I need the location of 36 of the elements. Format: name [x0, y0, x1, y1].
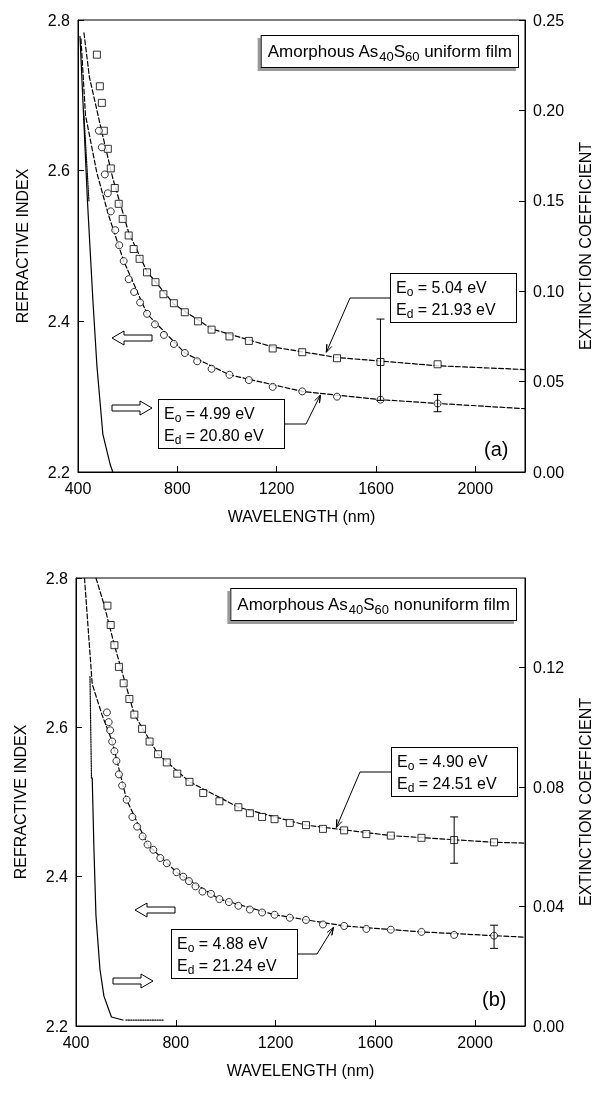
y-axis-title: REFRACTIVE INDEX — [13, 168, 31, 324]
y2-tick-label: 0.15 — [533, 192, 565, 210]
y2-tick-label: 0.00 — [533, 463, 565, 481]
y2-tick-label: 0.00 — [533, 1017, 565, 1035]
x-tick-label: 400 — [62, 1033, 90, 1051]
y-tick-label: 2.4 — [45, 868, 69, 886]
annotation: (a) — [484, 438, 509, 460]
x-tick-label: 1200 — [257, 1033, 294, 1051]
y2-tick-label: 0.05 — [533, 373, 565, 391]
x-tick-label: 1600 — [358, 479, 394, 497]
y2-axis-title: EXTINCTION COEFFICIENT — [576, 697, 594, 906]
y2-tick-label: 0.04 — [533, 898, 565, 916]
y-tick-label: 2.8 — [45, 569, 69, 587]
y-tick-label: 2.6 — [45, 718, 69, 736]
x-tick-label: 800 — [163, 479, 191, 497]
y2-tick-label: 0.10 — [533, 282, 565, 300]
y-axis-title: REFRACTIVE INDEX — [11, 724, 29, 880]
y2-axis-title: EXTINCTION COEFFICIENT — [576, 141, 594, 350]
y-tick-label: 2.6 — [47, 162, 71, 180]
x-tick-label: 2000 — [457, 1033, 494, 1051]
y2-tick-label: 0.08 — [533, 778, 565, 796]
y-tick-label: 2.2 — [45, 1017, 69, 1035]
x-tick-label: 1200 — [258, 479, 295, 497]
y2-tick-label: 0.20 — [533, 101, 565, 119]
y-tick-label: 2.4 — [47, 312, 71, 330]
x-axis-title: WAVELENGTH (nm) — [226, 1061, 375, 1079]
annotation: (b) — [482, 988, 507, 1010]
y-tick-label: 2.8 — [47, 11, 71, 29]
x-tick-label: 2000 — [457, 479, 494, 497]
x-axis-title: WAVELENGTH (nm) — [227, 507, 376, 525]
y2-tick-label: 0.25 — [533, 11, 565, 29]
x-tick-label: 1600 — [357, 1033, 394, 1051]
y2-tick-label: 0.12 — [533, 659, 565, 677]
y-tick-label: 2.2 — [47, 463, 71, 481]
x-tick-label: 400 — [64, 479, 92, 497]
x-tick-label: 800 — [162, 1033, 190, 1051]
